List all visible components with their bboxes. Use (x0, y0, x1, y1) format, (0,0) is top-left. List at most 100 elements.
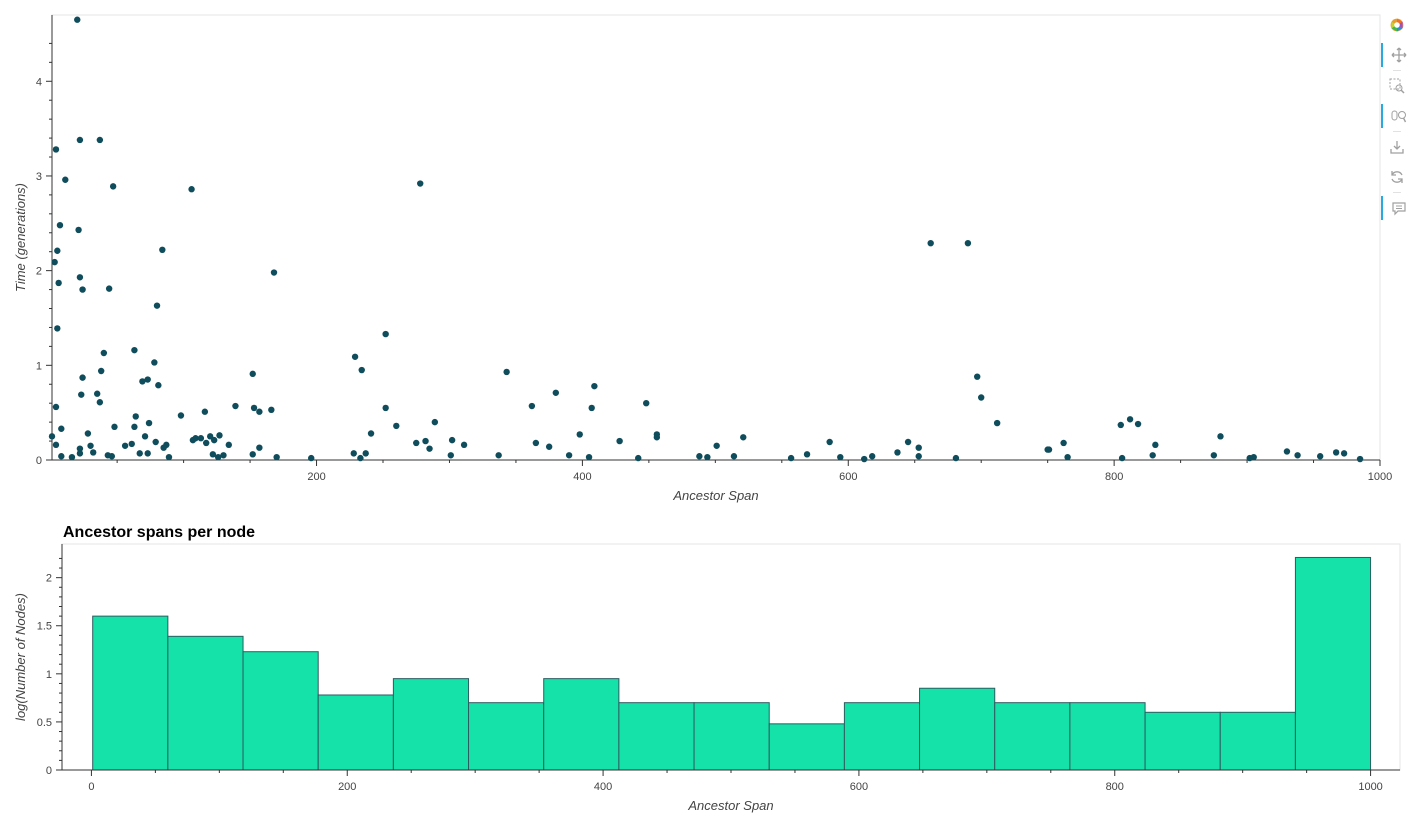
scatter-point (952, 454, 960, 462)
scatter-point (256, 444, 263, 451)
scatter-point (964, 239, 972, 247)
scatter-point (165, 453, 173, 461)
scatter-point (58, 425, 65, 432)
scatter-point (1283, 448, 1291, 455)
wheel-zoom-icon (1391, 110, 1407, 123)
x-tick-label: 1000 (1368, 471, 1392, 483)
scatter-point (588, 404, 595, 412)
reset-icon (1391, 171, 1403, 183)
scatter-point (787, 454, 795, 462)
scatter-point (413, 439, 420, 447)
wheel-zoom-tool-button[interactable] (1381, 104, 1415, 128)
scatter-chart[interactable]: 200 400 600 800 1000 0 1 2 3 4 Ancestor Span Time (… (0, 0, 1420, 510)
scatter-point (68, 453, 76, 461)
scatter-point (713, 442, 720, 449)
scatter-point (220, 452, 227, 459)
scatter-point (79, 286, 86, 293)
scatter-point (197, 435, 205, 442)
histogram-bar (242, 651, 319, 771)
histogram-chart[interactable]: Ancestor spans per node 0 200 400 600 800 1000… (0, 510, 1420, 820)
box-zoom-tool-button[interactable] (1381, 74, 1413, 98)
scatter-point (105, 285, 113, 292)
y-tick-label: 2 (36, 266, 42, 278)
scatter-point (177, 412, 185, 419)
x-tick-label: 800 (1105, 471, 1123, 483)
scatter-point (545, 443, 553, 450)
scatter-point (704, 453, 711, 461)
plot-frame (51, 14, 1381, 461)
scatter-point (591, 382, 598, 390)
histogram-bar (768, 723, 845, 771)
histogram-bar (167, 635, 244, 771)
y-tick-label: 0 (36, 455, 42, 467)
scatter-point (90, 449, 97, 456)
hover-tool-button[interactable] (1381, 196, 1415, 220)
reset-tool-button[interactable] (1381, 165, 1413, 189)
scatter-point (696, 453, 703, 460)
scatter-point (151, 359, 158, 366)
scatter-point (160, 444, 167, 451)
scatter-point (75, 226, 82, 234)
bokeh-logo-icon[interactable] (1381, 13, 1413, 37)
save-tool-button[interactable] (1381, 135, 1413, 159)
scatter-point (54, 247, 61, 254)
scatter-point (1118, 454, 1126, 462)
scatter-point (256, 408, 263, 415)
scatter-point (1126, 416, 1134, 423)
scatter-point (826, 438, 833, 446)
histogram-bar (317, 694, 394, 771)
scatter-points (48, 16, 1364, 463)
scatter-point (585, 453, 593, 461)
scatter-point (48, 433, 56, 440)
histogram-bar (92, 615, 169, 771)
scatter-point (111, 423, 118, 431)
y-tick-label: 0.5 (37, 717, 52, 729)
scatter-point (76, 445, 84, 452)
scatter-point (249, 451, 256, 458)
scatter-point (1250, 453, 1257, 461)
scatter-point (635, 454, 642, 462)
box-zoom-icon (1389, 78, 1405, 94)
scatter-point (837, 453, 844, 461)
scatter-point (108, 453, 116, 460)
scatter-point (1294, 452, 1301, 459)
pan-tool-button[interactable] (1381, 43, 1415, 67)
scatter-point (417, 180, 424, 187)
scatter-point (1064, 453, 1071, 461)
scatter-point (528, 402, 536, 410)
scatter-point (460, 441, 468, 449)
y-tick-label: 1 (46, 669, 52, 681)
histogram-bar (919, 687, 996, 771)
scatter-point (861, 455, 868, 463)
scatter-point (448, 436, 456, 444)
scatter-point (1134, 420, 1142, 428)
scatter-point (76, 136, 84, 144)
scatter-point (730, 453, 738, 460)
scatter-point (426, 445, 433, 452)
scatter-point (78, 391, 85, 398)
scatter-point (993, 419, 1001, 427)
x-axis-label: Ancestor Span (687, 798, 773, 813)
scatter-point (52, 403, 60, 411)
scatter-point (131, 346, 138, 354)
save-icon (1390, 141, 1404, 154)
x-tick-label: 600 (850, 781, 868, 793)
x-tick-label: 200 (307, 471, 325, 483)
scatter-point (84, 430, 92, 437)
scatter-point (109, 183, 117, 190)
scatter-point (225, 441, 233, 449)
scatter-point (93, 390, 101, 397)
scatter-point (350, 450, 357, 457)
x-tick-label: 400 (573, 471, 591, 483)
scatter-point (153, 302, 161, 309)
scatter-point (1117, 421, 1124, 429)
scatter-point (51, 258, 58, 266)
scatter-point (136, 450, 143, 457)
scatter-point (55, 279, 62, 287)
scatter-point (203, 439, 210, 447)
scatter-point (232, 402, 239, 410)
scatter-point (616, 437, 623, 445)
histogram-bar (843, 702, 921, 771)
scatter-point (915, 453, 922, 460)
scatter-point (393, 422, 400, 430)
